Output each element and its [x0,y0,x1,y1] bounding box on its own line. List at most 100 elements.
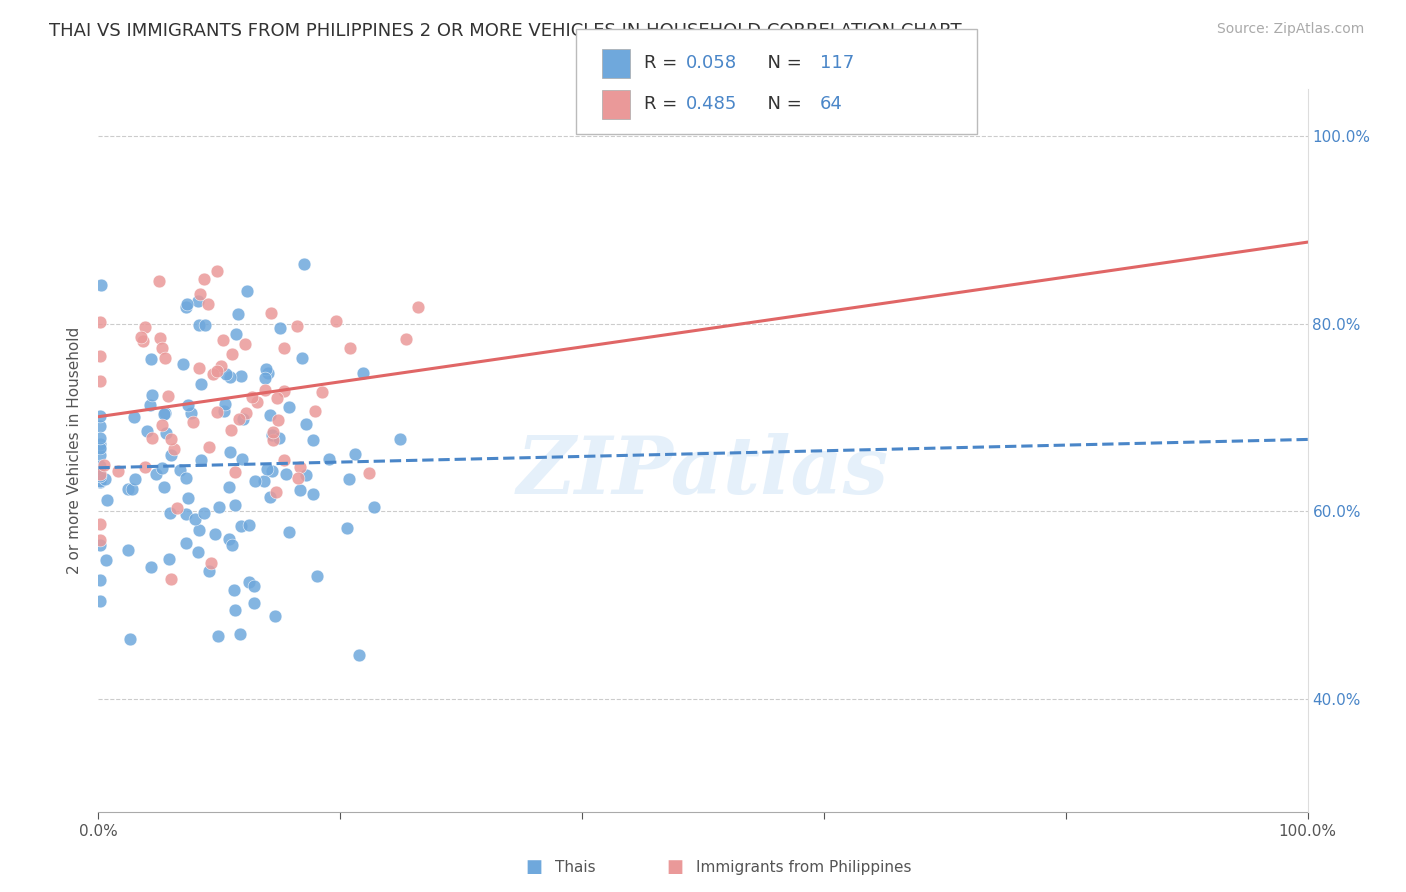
Point [232,411,254,425]
Point [188,523,211,537]
Point [259,408,281,422]
Point [273,453,295,467]
Point [205,404,228,418]
Point [246,394,269,409]
Point [160,448,183,462]
Point [94,472,117,486]
Point [193,271,215,285]
Point [238,574,260,589]
Point [89,374,111,388]
Point [153,480,176,494]
Point [236,284,259,298]
Point [292,257,315,271]
Point [145,467,167,481]
Point [225,326,247,341]
Point [257,366,280,380]
Point [389,433,412,447]
Point [253,383,276,397]
Text: 117: 117 [820,54,853,72]
Point [254,362,277,376]
Point [136,424,159,438]
Point [207,264,229,278]
Point [307,568,329,582]
Point [155,425,177,440]
Text: Immigrants from Philippines: Immigrants from Philippines [696,860,911,874]
Point [187,293,209,308]
Y-axis label: 2 or more Vehicles in Household: 2 or more Vehicles in Household [67,326,83,574]
Point [218,370,240,384]
Point [347,648,370,662]
Point [188,318,211,332]
Point [394,332,416,346]
Point [212,333,235,347]
Point [352,366,374,380]
Point [262,434,284,448]
Point [273,384,295,398]
Point [122,410,145,425]
Point [93,458,115,472]
Point [262,425,284,440]
Text: Thais: Thais [555,860,596,874]
Point [89,538,111,552]
Text: ■: ■ [526,858,543,876]
Point [159,506,181,520]
Point [89,474,111,488]
Point [141,387,163,401]
Point [243,579,266,593]
Point [224,498,246,512]
Point [190,453,212,467]
Text: 0.485: 0.485 [686,95,738,113]
Point [238,518,260,533]
Point [198,564,221,578]
Point [134,319,156,334]
Point [180,406,202,420]
Point [193,506,215,520]
Point [259,490,281,504]
Point [89,419,111,434]
Point [166,501,188,516]
Point [139,351,162,366]
Point [188,287,211,301]
Point [301,434,323,448]
Point [157,552,180,566]
Text: R =: R = [644,54,683,72]
Point [148,274,170,288]
Point [218,480,240,494]
Point [117,482,139,496]
Point [302,487,325,501]
Point [243,596,266,610]
Point [160,572,183,586]
Point [174,300,197,314]
Point [181,415,204,429]
Point [363,500,385,514]
Point [209,359,232,373]
Point [278,400,301,414]
Point [89,431,111,445]
Point [89,573,111,587]
Point [177,491,200,506]
Point [184,512,207,526]
Point [121,483,143,497]
Point [243,474,266,488]
Point [359,467,381,481]
Point [89,466,111,480]
Point [262,427,284,442]
Point [89,533,111,547]
Point [198,441,221,455]
Point [129,330,152,344]
Point [204,526,226,541]
Point [214,397,236,411]
Point [253,475,276,489]
Point [311,384,333,399]
Point [304,404,326,418]
Point [156,389,179,403]
Point [233,336,256,351]
Point [231,368,253,383]
Point [89,437,111,451]
Point [267,413,290,427]
Point [153,351,176,366]
Point [187,545,209,559]
Point [267,431,290,445]
Point [231,519,253,533]
Point [174,535,197,549]
